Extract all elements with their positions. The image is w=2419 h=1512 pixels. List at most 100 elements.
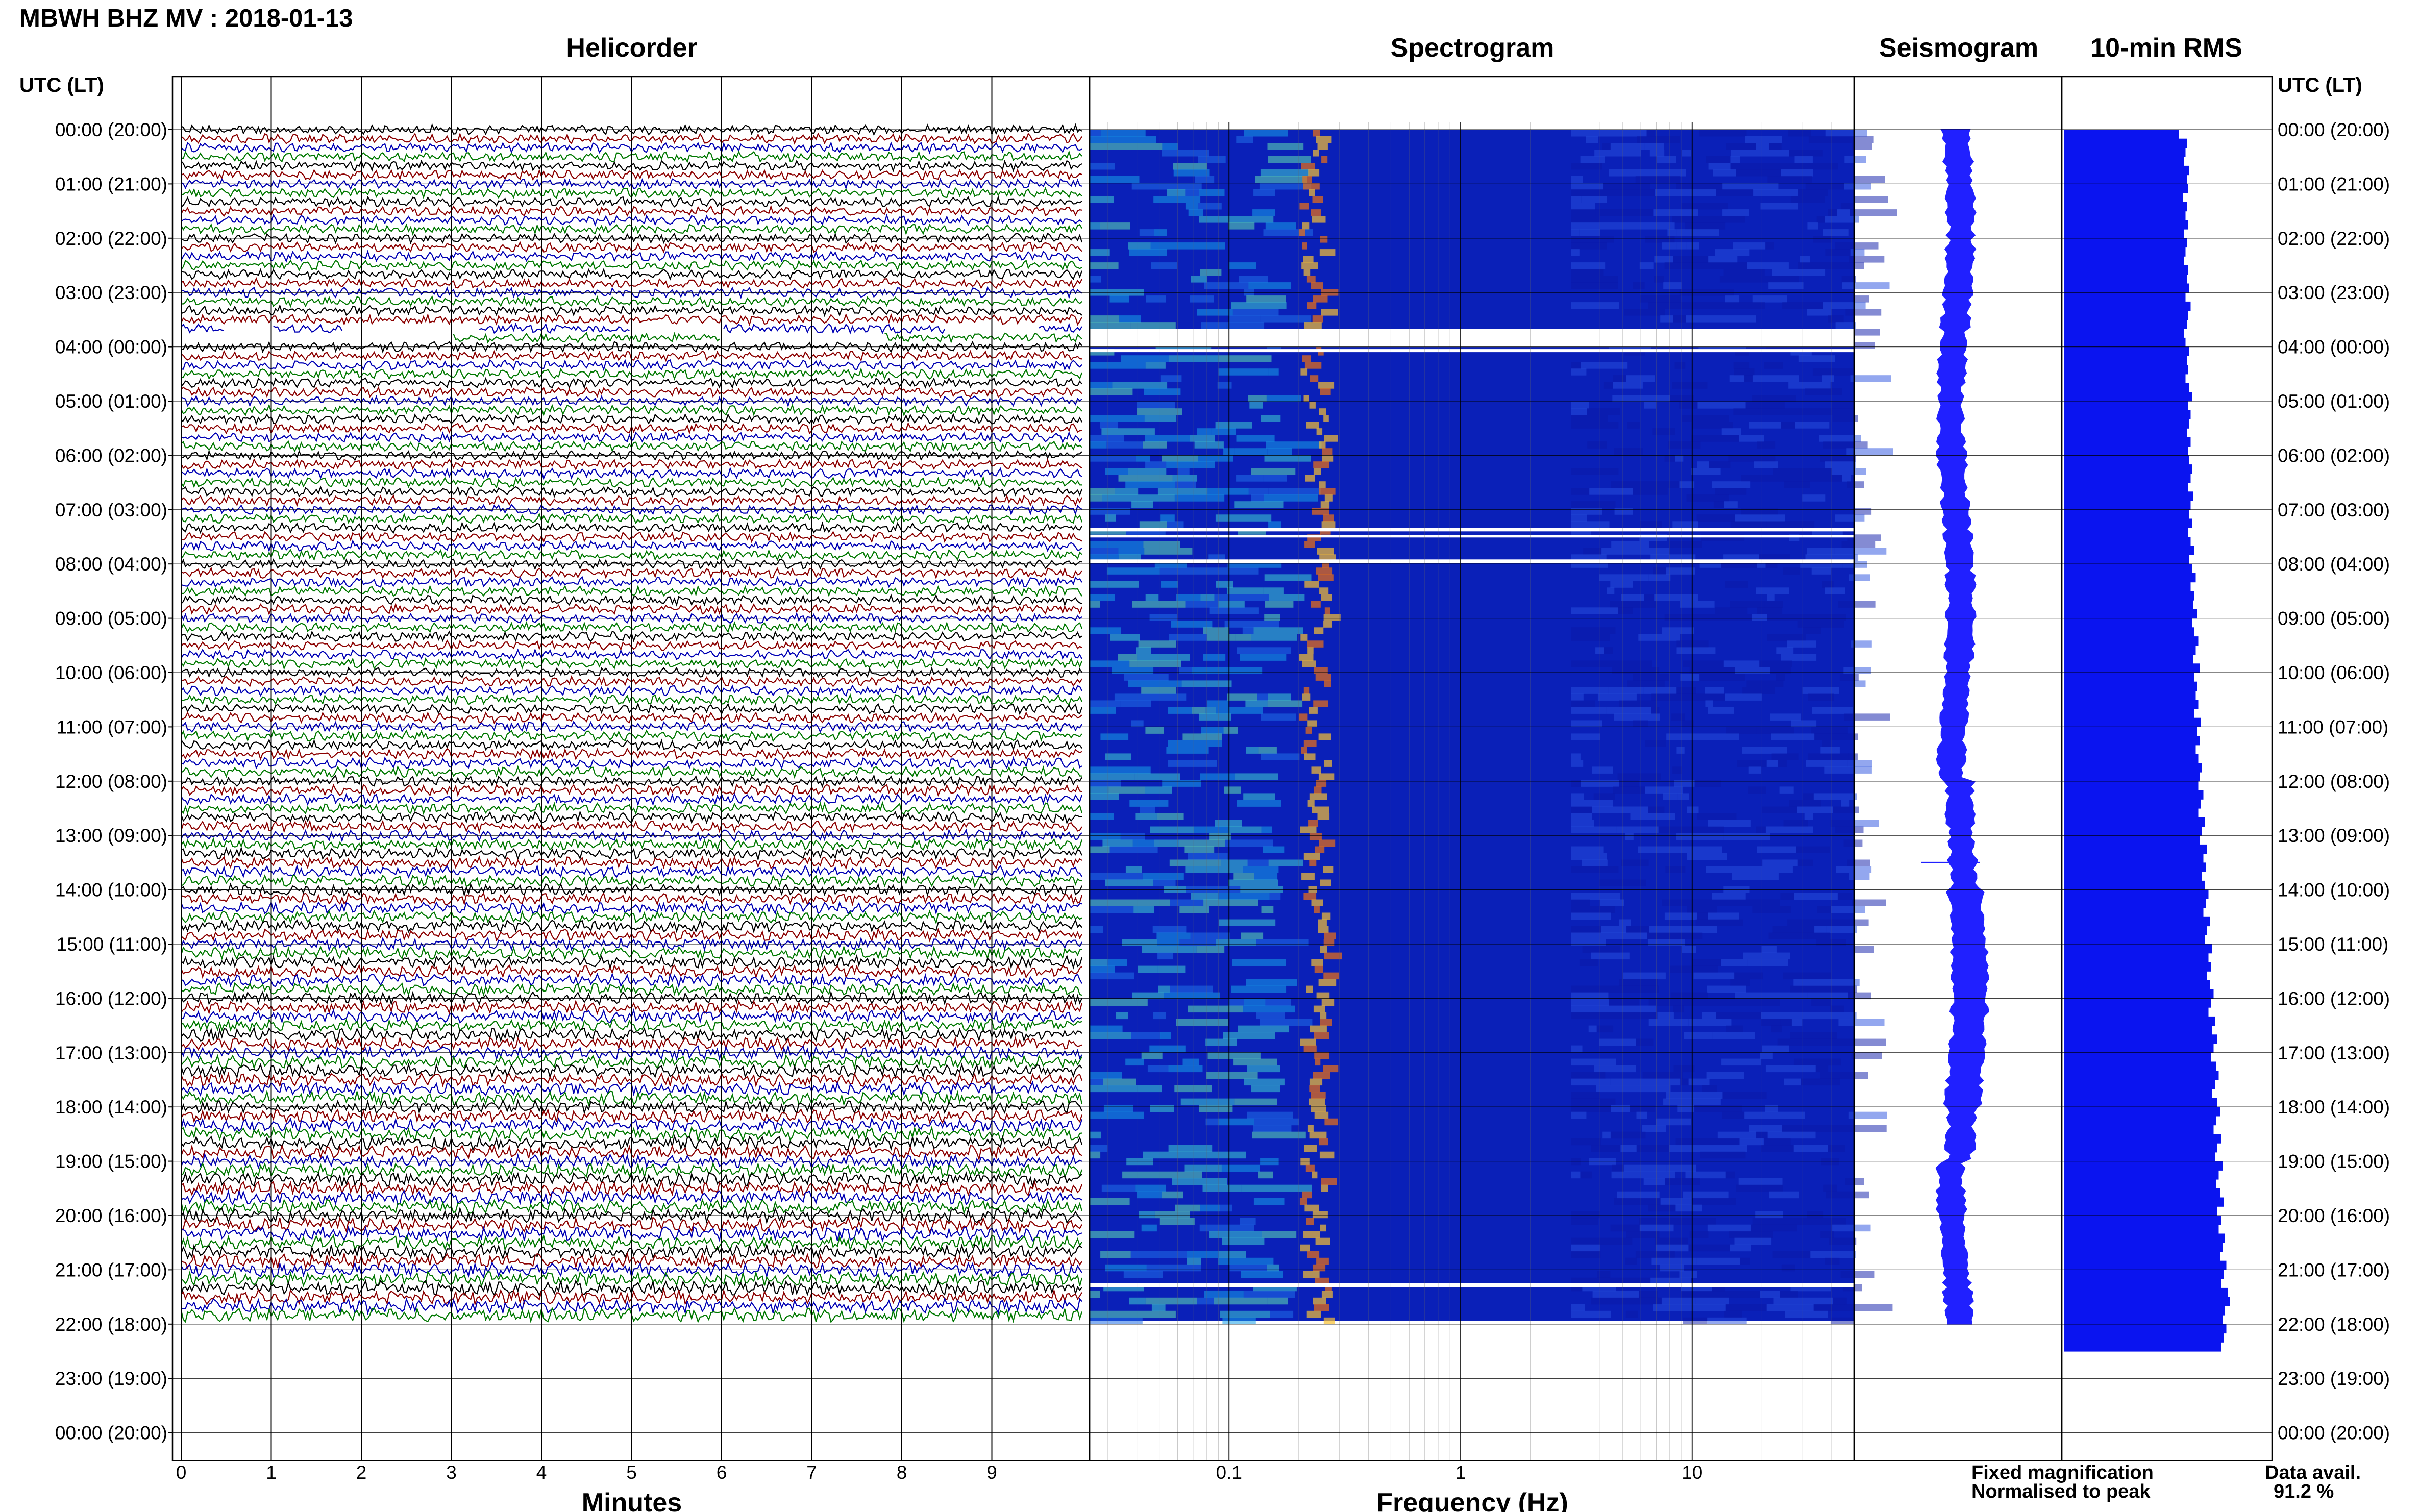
time-label-left: 04:00 (00:00) — [55, 337, 167, 358]
spectrogram-cell — [1304, 581, 1319, 588]
spectrogram-cell — [1314, 1052, 1329, 1059]
rms-bar — [2064, 1170, 2219, 1180]
spectrogram-x-ticks: 0.1 1 10 — [1216, 1462, 1702, 1483]
spectrogram-cell — [1571, 1092, 1600, 1099]
spectrogram-cell — [1779, 786, 1794, 794]
spectrogram-cell — [1697, 912, 1708, 920]
spectrogram-cell — [1591, 1251, 1601, 1258]
rms-bar — [2064, 1107, 2220, 1117]
spectrogram-cell — [1601, 548, 1647, 555]
spectrogram-cell — [1805, 183, 1844, 190]
time-label-left: 09:00 (05:00) — [55, 608, 167, 629]
spectrogram-cell — [1619, 919, 1631, 926]
rms-bar — [2064, 211, 2186, 220]
rms-bar — [2064, 337, 2186, 348]
spectrogram-gap — [1090, 559, 1854, 563]
spectrogram-cell — [1090, 959, 1107, 966]
spectrogram-cell — [1571, 422, 1619, 429]
spectrogram-cell — [1844, 183, 1871, 190]
spectrogram-cell — [1315, 1237, 1330, 1245]
spectrogram-cell — [1118, 654, 1137, 661]
rms-bar — [2064, 301, 2191, 311]
spectrogram-cell — [1854, 946, 1874, 953]
spectrogram-cell — [1852, 143, 1872, 150]
spectrogram-cell — [1846, 448, 1893, 455]
spectrogram-cell — [1841, 541, 1876, 548]
spectrogram-cell — [1680, 601, 1695, 608]
helicorder-x-tick-label: 0 — [176, 1462, 187, 1483]
rms-bar — [2064, 926, 2207, 935]
spectrogram-cell — [1227, 587, 1264, 594]
spectrogram-cell — [1198, 203, 1222, 210]
spectrogram-cell — [1140, 806, 1155, 813]
spectrogram-cell — [1831, 402, 1854, 409]
spectrogram-cell — [1571, 468, 1619, 475]
spectrogram-cell — [1848, 1111, 1887, 1119]
time-label-right: 06:00 (02:00) — [2278, 445, 2390, 466]
spectrogram-cell — [1591, 1145, 1621, 1152]
spectrogram-cell — [1265, 1184, 1312, 1192]
spectrogram-cell — [1309, 1085, 1320, 1093]
spectrogram-cell — [1686, 693, 1725, 701]
spectrogram-cell — [1234, 1098, 1277, 1106]
spectrogram-cell — [1597, 1271, 1611, 1278]
rms-bar — [2064, 808, 2199, 818]
spectrogram-cell — [1583, 985, 1619, 993]
spectrogram-cell — [1167, 521, 1184, 528]
spectrogram-cell — [1191, 893, 1218, 900]
spectrogram-cell — [1242, 627, 1254, 634]
rms-bar — [2064, 546, 2194, 555]
spectrogram-cell — [1302, 176, 1312, 183]
spectrogram-cell — [1106, 567, 1160, 575]
spectrogram-cell — [1135, 813, 1157, 820]
spectrogram-cell — [1602, 893, 1621, 900]
spectrogram-cell — [1841, 276, 1856, 283]
spectrogram-cell — [1606, 707, 1651, 714]
spectrogram-cell — [1216, 707, 1263, 714]
spectrogram-cell — [1310, 375, 1319, 382]
spectrogram-cell — [1671, 713, 1685, 721]
spectrogram-cell — [1621, 594, 1644, 601]
spectrogram-cell — [1708, 614, 1752, 621]
spectrogram-cell — [1169, 634, 1207, 641]
spectrogram-cell — [1747, 262, 1789, 269]
spectrogram-cell — [1730, 601, 1765, 608]
spectrogram-cell — [1090, 548, 1119, 555]
spectrogram-cell — [1090, 488, 1115, 495]
spectrogram-cell — [1715, 607, 1748, 614]
spectrogram-cell — [1571, 302, 1619, 309]
spectrogram-cell — [1571, 693, 1584, 701]
spectrogram-cell — [1802, 494, 1826, 502]
rms-bar — [2064, 944, 2212, 954]
spectrogram-cell — [1320, 1224, 1326, 1232]
spectrogram-cell — [1247, 1111, 1293, 1119]
rms-bar — [2064, 419, 2189, 429]
rms-panel — [2064, 130, 2230, 1352]
spectrogram-cell — [1611, 481, 1647, 488]
time-label-left: 00:00 (20:00) — [55, 1423, 167, 1444]
spectrogram-cell — [1776, 647, 1794, 654]
spectrogram-cell — [1160, 1032, 1171, 1039]
spectrogram-cell — [1832, 415, 1858, 422]
spectrogram-cell — [1299, 229, 1305, 236]
spectrogram-cell — [1682, 780, 1695, 787]
spectrogram-cell — [1303, 269, 1311, 276]
spectrogram-cell — [1228, 262, 1256, 269]
spectrogram-cell — [1821, 468, 1832, 475]
spectrogram-cell — [1698, 262, 1747, 269]
spectrogram-cell — [1314, 786, 1322, 794]
spectrogram-cell — [1090, 196, 1114, 203]
spectrogram-cell — [1668, 441, 1685, 449]
spectrogram-cell — [1613, 786, 1645, 794]
spectrogram-cell — [1252, 1131, 1306, 1139]
spectrogram-cell — [1851, 640, 1872, 648]
spectrogram-cell — [1571, 906, 1615, 913]
time-label-left: 13:00 (09:00) — [55, 825, 167, 846]
spectrogram-cell — [1117, 899, 1170, 906]
spectrogram-cell — [1800, 256, 1810, 263]
spectrogram-cell — [1610, 1224, 1640, 1232]
spectrogram-cell — [1267, 1264, 1279, 1272]
spectrogram-cell — [1772, 269, 1787, 276]
spectrogram-cell — [1675, 1204, 1702, 1212]
rms-bar — [2064, 509, 2189, 519]
